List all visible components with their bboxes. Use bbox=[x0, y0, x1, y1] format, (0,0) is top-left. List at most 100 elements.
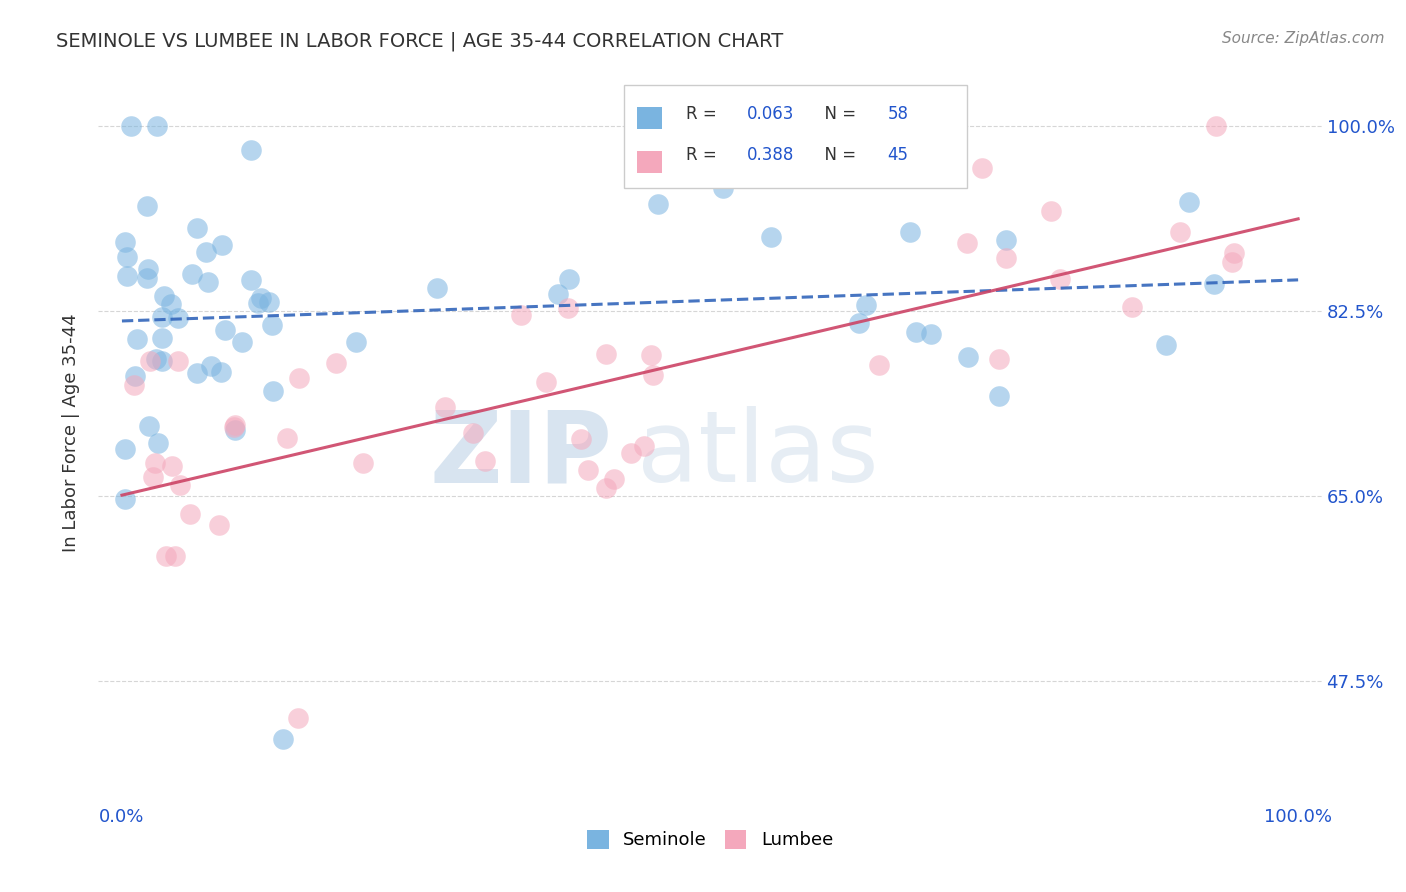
Point bbox=[138, 418, 160, 433]
Text: Source: ZipAtlas.com: Source: ZipAtlas.com bbox=[1222, 31, 1385, 46]
Point bbox=[1156, 338, 1178, 352]
Point bbox=[239, 273, 262, 287]
Point bbox=[146, 119, 169, 133]
Point bbox=[595, 481, 617, 495]
Point bbox=[287, 711, 309, 725]
Point bbox=[211, 237, 233, 252]
Point bbox=[247, 296, 270, 310]
Point bbox=[603, 472, 626, 486]
Text: 45: 45 bbox=[887, 146, 908, 164]
Point bbox=[534, 376, 557, 390]
Point bbox=[957, 350, 980, 364]
Point bbox=[197, 275, 219, 289]
Point bbox=[186, 366, 208, 380]
Point bbox=[155, 549, 177, 563]
Text: R =: R = bbox=[686, 105, 721, 123]
Point bbox=[995, 252, 1018, 266]
Point bbox=[262, 384, 284, 398]
Point bbox=[160, 297, 183, 311]
Point bbox=[114, 492, 136, 507]
Point bbox=[898, 226, 921, 240]
Point bbox=[641, 368, 664, 382]
Point bbox=[135, 270, 157, 285]
Point bbox=[257, 294, 280, 309]
Point bbox=[120, 119, 142, 133]
Point bbox=[150, 331, 173, 345]
Point bbox=[994, 233, 1017, 247]
Point bbox=[595, 346, 617, 360]
Point bbox=[214, 323, 236, 337]
Point bbox=[1223, 245, 1246, 260]
Text: SEMINOLE VS LUMBEE IN LABOR FORCE | AGE 35-44 CORRELATION CHART: SEMINOLE VS LUMBEE IN LABOR FORCE | AGE … bbox=[56, 31, 783, 51]
Point bbox=[288, 371, 311, 385]
FancyBboxPatch shape bbox=[624, 85, 967, 188]
Point bbox=[352, 456, 374, 470]
Point bbox=[224, 419, 246, 434]
Point bbox=[633, 438, 655, 452]
Point bbox=[576, 463, 599, 477]
Point bbox=[920, 326, 942, 341]
Point bbox=[325, 356, 347, 370]
Point bbox=[905, 325, 928, 339]
Point bbox=[125, 332, 148, 346]
Point bbox=[848, 317, 870, 331]
Point bbox=[271, 732, 294, 747]
Point bbox=[647, 197, 669, 211]
Point bbox=[988, 351, 1011, 366]
Point bbox=[276, 431, 298, 445]
Point bbox=[208, 518, 231, 533]
Point bbox=[1204, 277, 1226, 291]
Point bbox=[117, 268, 139, 283]
Point bbox=[620, 446, 643, 460]
Point bbox=[209, 365, 232, 379]
Text: 0.388: 0.388 bbox=[747, 146, 794, 164]
Legend: Seminole, Lumbee: Seminole, Lumbee bbox=[579, 823, 841, 856]
Point bbox=[143, 456, 166, 470]
Point bbox=[114, 235, 136, 249]
Point bbox=[231, 335, 253, 350]
Point bbox=[200, 359, 222, 373]
Text: ZIP: ZIP bbox=[429, 407, 612, 503]
Point bbox=[150, 310, 173, 325]
Point bbox=[160, 459, 183, 474]
Point bbox=[224, 423, 246, 437]
Point bbox=[114, 442, 136, 457]
Point bbox=[142, 470, 165, 484]
Point bbox=[988, 389, 1011, 403]
Bar bbox=[637, 152, 662, 173]
Point bbox=[426, 281, 449, 295]
Point bbox=[557, 301, 579, 315]
Point bbox=[955, 235, 977, 250]
Text: 0.063: 0.063 bbox=[747, 105, 794, 123]
Point bbox=[1205, 119, 1227, 133]
Point bbox=[1177, 194, 1199, 209]
Point bbox=[972, 161, 994, 175]
Point bbox=[224, 418, 246, 433]
Text: N =: N = bbox=[814, 146, 862, 164]
Point bbox=[1170, 225, 1192, 239]
Point bbox=[510, 308, 533, 322]
Point bbox=[855, 298, 877, 312]
Point bbox=[150, 353, 173, 368]
Text: R =: R = bbox=[686, 146, 721, 164]
Point bbox=[124, 378, 146, 392]
Point bbox=[145, 352, 167, 367]
Point bbox=[711, 181, 734, 195]
Point bbox=[165, 549, 187, 564]
Point bbox=[166, 354, 188, 368]
Point bbox=[240, 143, 263, 157]
Point bbox=[640, 348, 662, 362]
Text: 58: 58 bbox=[887, 105, 908, 123]
Point bbox=[474, 453, 496, 467]
Point bbox=[124, 369, 146, 384]
Point bbox=[250, 291, 273, 305]
Point bbox=[569, 432, 592, 446]
Point bbox=[115, 250, 138, 264]
Point bbox=[262, 318, 284, 333]
Point bbox=[146, 436, 169, 450]
Point bbox=[181, 267, 204, 281]
Point bbox=[1049, 272, 1071, 286]
Point bbox=[169, 478, 191, 492]
Point bbox=[433, 400, 456, 414]
Point bbox=[179, 507, 201, 521]
